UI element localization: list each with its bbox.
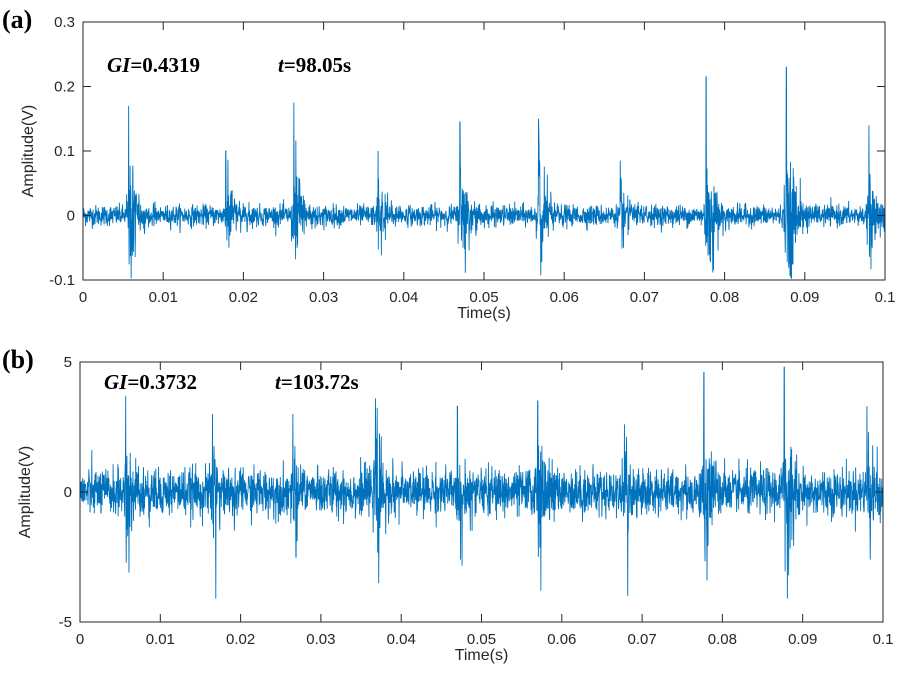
y-tick-label: -0.1 — [49, 272, 75, 289]
time-annotation: t=98.05s — [278, 53, 351, 77]
t-label: t — [275, 370, 282, 394]
gi-label: GI — [104, 370, 128, 394]
y-axis-label: Amplitude(V) — [20, 105, 37, 197]
axes-frame — [82, 21, 886, 281]
x-tick-label: 0.1 — [873, 631, 894, 648]
x-tick-label: 0.03 — [309, 289, 338, 306]
y-tick-label: 0.3 — [54, 14, 75, 31]
y-tick-label: 0 — [67, 208, 75, 225]
x-tick-label: 0.01 — [146, 631, 175, 648]
x-tick-label: 0.02 — [226, 631, 255, 648]
y-axis-label: Amplitude(V) — [17, 446, 34, 538]
x-axis-label: Time(s) — [455, 647, 509, 664]
x-tick-label: 0.01 — [149, 289, 178, 306]
x-tick-label: 0.02 — [229, 289, 258, 306]
x-tick-label: 0.04 — [389, 289, 418, 306]
gi-value: =0.3732 — [127, 370, 197, 394]
x-tick-label: 0.07 — [630, 289, 659, 306]
t-value: =98.05s — [284, 53, 351, 77]
x-tick-label: 0.05 — [469, 289, 498, 306]
x-tick-label: 0.05 — [467, 631, 496, 648]
x-tick-label: 0.09 — [788, 631, 817, 648]
x-tick-label: 0 — [79, 289, 87, 306]
subplot-a: 0 0.01 0.02 0.03 0.04 0.05 0.06 0.07 0.08 0.09 0.1… — [2, 5, 895, 322]
t-label: t — [278, 53, 285, 77]
gi-label: GI — [107, 53, 131, 77]
y-tick-label: 0.1 — [54, 143, 75, 160]
x-tick-label: 0.08 — [708, 631, 737, 648]
y-tick-label: -5 — [59, 614, 72, 631]
x-tick-label: 0.06 — [547, 631, 576, 648]
t-value: =103.72s — [281, 370, 359, 394]
y-tick-label: 5 — [64, 354, 72, 371]
x-tick-label: 0.03 — [306, 631, 335, 648]
gi-annotation: GI=0.4319 — [107, 53, 200, 77]
x-tick-label: 0.09 — [790, 289, 819, 306]
x-tick-label: 0.08 — [710, 289, 739, 306]
x-tick-label: 0 — [76, 631, 84, 648]
gi-annotation: GI=0.3732 — [104, 370, 197, 394]
gi-value: =0.4319 — [130, 53, 200, 77]
x-axis-label: Time(s) — [457, 305, 511, 322]
y-tick-label: 0 — [64, 484, 72, 501]
time-annotation: t=103.72s — [275, 370, 359, 394]
signal-line — [82, 66, 886, 279]
panel-label: (b) — [2, 345, 34, 374]
signal-line — [79, 366, 884, 599]
subplot-b: 0 0.01 0.02 0.03 0.04 0.05 0.06 0.07 0.08 0.09 0.1… — [2, 345, 893, 664]
x-tick-label: 0.06 — [550, 289, 579, 306]
x-tick-label: 0.07 — [627, 631, 656, 648]
x-tick-label: 0.04 — [387, 631, 416, 648]
panel-label: (a) — [2, 5, 32, 34]
x-tick-label: 0.1 — [875, 289, 896, 306]
y-tick-label: 0.2 — [54, 79, 75, 96]
